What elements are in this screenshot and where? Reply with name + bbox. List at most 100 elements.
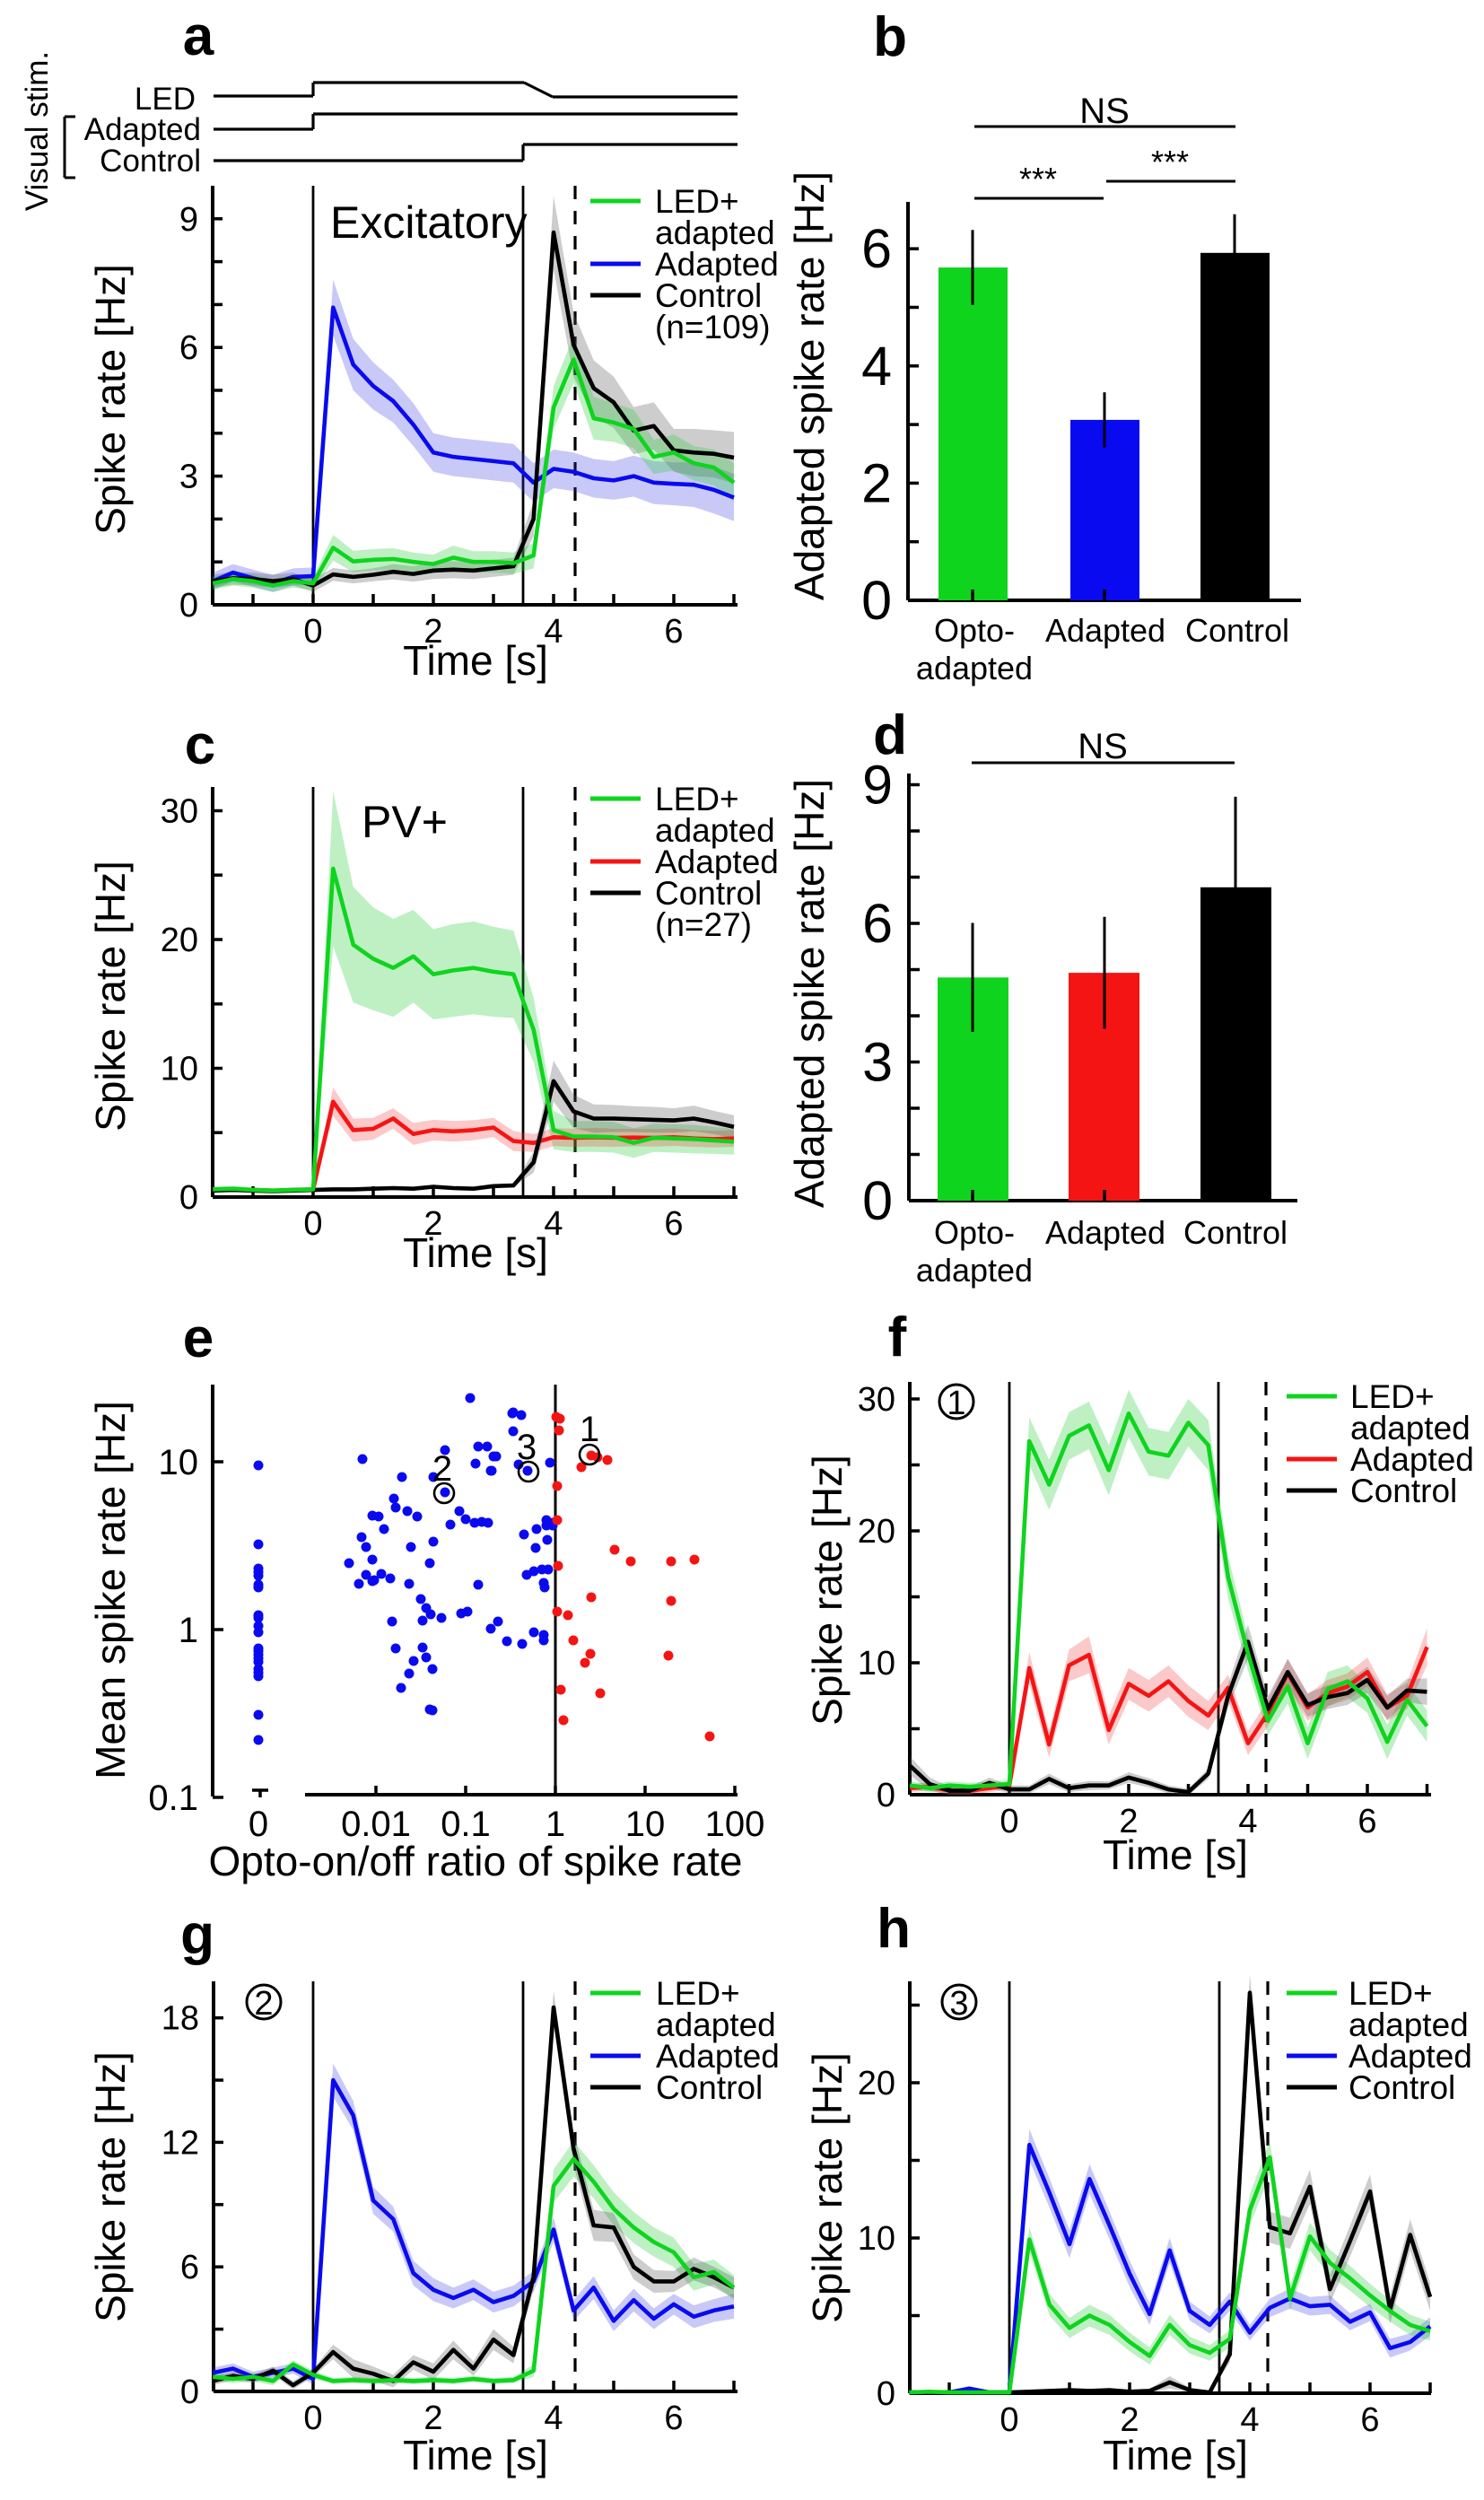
- svg-text:4: 4: [1238, 1803, 1257, 1840]
- svg-text:6: 6: [861, 218, 892, 279]
- svg-text:adapted: adapted: [1350, 1410, 1471, 1447]
- svg-text:Adapted: Adapted: [1045, 612, 1165, 649]
- svg-text:Adapted spike rate [Hz]: Adapted spike rate [Hz]: [786, 779, 833, 1208]
- svg-text:Control: Control: [655, 875, 762, 912]
- svg-text:0: 0: [877, 2375, 895, 2413]
- svg-text:Adapted: Adapted: [655, 246, 779, 283]
- svg-text:Control: Control: [1183, 1214, 1288, 1251]
- svg-text:0: 0: [179, 587, 198, 625]
- svg-text:Spike rate [Hz]: Spike rate [Hz]: [804, 1455, 851, 1726]
- svg-text:20: 20: [858, 2065, 895, 2102]
- svg-text:Control: Control: [655, 277, 762, 314]
- svg-text:0: 0: [861, 570, 892, 631]
- svg-text:LED+: LED+: [656, 1975, 740, 2012]
- svg-text:1: 1: [546, 1805, 565, 1844]
- svg-text:***: ***: [1019, 161, 1057, 197]
- svg-text:1: 1: [580, 1410, 599, 1449]
- svg-text:Time [s]: Time [s]: [403, 1229, 548, 1276]
- svg-text:PV+: PV+: [362, 797, 448, 847]
- svg-text:Adapted: Adapted: [655, 844, 779, 880]
- svg-text:Opto-: Opto-: [934, 1214, 1015, 1251]
- svg-text:b: b: [873, 6, 907, 68]
- svg-text:Visual stim.: Visual stim.: [20, 51, 55, 211]
- svg-text:a: a: [183, 5, 214, 67]
- svg-text:Adapted: Adapted: [1045, 1214, 1165, 1251]
- svg-text:0: 0: [1000, 2401, 1018, 2439]
- svg-text:Time [s]: Time [s]: [403, 637, 548, 684]
- svg-text:3: 3: [862, 1032, 893, 1093]
- svg-text:6: 6: [862, 893, 893, 954]
- svg-text:6: 6: [1357, 1803, 1376, 1840]
- svg-text:2: 2: [423, 1205, 442, 1243]
- svg-text:Excitatory: Excitatory: [330, 197, 528, 248]
- svg-text:6: 6: [664, 1205, 683, 1243]
- svg-text:LED+: LED+: [1350, 1378, 1435, 1415]
- svg-text:10: 10: [858, 1645, 895, 1683]
- svg-text:6: 6: [179, 329, 198, 367]
- svg-text:0.01: 0.01: [341, 1805, 411, 1844]
- svg-text:9: 9: [862, 755, 893, 816]
- svg-text:c: c: [185, 714, 215, 776]
- svg-text:10: 10: [858, 2220, 895, 2258]
- svg-text:0.1: 0.1: [441, 1805, 491, 1844]
- svg-text:4: 4: [544, 2399, 563, 2437]
- svg-text:d: d: [873, 704, 907, 766]
- svg-text:10: 10: [161, 1051, 198, 1088]
- svg-text:30: 30: [161, 793, 198, 831]
- svg-text:9: 9: [179, 201, 198, 239]
- svg-text:Time [s]: Time [s]: [1103, 1831, 1248, 1878]
- svg-text:***: ***: [1151, 144, 1189, 180]
- svg-text:h: h: [877, 1898, 911, 1960]
- svg-text:10: 10: [159, 1443, 199, 1482]
- svg-text:20: 20: [858, 1513, 895, 1551]
- svg-text:3: 3: [949, 1985, 968, 2023]
- svg-text:30: 30: [858, 1381, 895, 1419]
- svg-text:1: 1: [947, 1385, 965, 1422]
- svg-text:2: 2: [432, 1449, 452, 1489]
- svg-text:0: 0: [862, 1170, 893, 1231]
- svg-text:Adapted: Adapted: [1350, 1441, 1474, 1478]
- svg-text:6: 6: [664, 613, 683, 651]
- svg-text:20: 20: [161, 922, 198, 959]
- svg-text:10: 10: [625, 1805, 666, 1844]
- svg-text:0: 0: [1000, 1803, 1018, 1840]
- svg-text:0: 0: [180, 2373, 199, 2411]
- svg-text:Control: Control: [1185, 612, 1289, 649]
- svg-text:Control: Control: [1350, 1473, 1457, 1509]
- svg-text:adapted: adapted: [655, 214, 775, 251]
- svg-text:Spike rate [Hz]: Spike rate [Hz]: [87, 2051, 134, 2322]
- svg-text:NS: NS: [1079, 92, 1130, 131]
- svg-text:4: 4: [544, 1205, 563, 1243]
- svg-text:3: 3: [517, 1428, 537, 1467]
- svg-text:4: 4: [861, 336, 892, 397]
- svg-text:LED+: LED+: [655, 183, 739, 220]
- svg-text:adapted: adapted: [655, 812, 775, 849]
- svg-text:2: 2: [1120, 2401, 1139, 2439]
- svg-text:2: 2: [1119, 1803, 1138, 1840]
- svg-text:0.1: 0.1: [148, 1779, 198, 1818]
- svg-text:g: g: [180, 1904, 214, 1966]
- svg-text:0: 0: [249, 1805, 268, 1844]
- svg-text:LED+: LED+: [655, 781, 739, 817]
- svg-text:Time [s]: Time [s]: [403, 2432, 548, 2478]
- svg-text:Adapted: Adapted: [656, 2038, 780, 2075]
- svg-text:Mean spike rate [Hz]: Mean spike rate [Hz]: [87, 1401, 134, 1779]
- svg-text:NS: NS: [1078, 727, 1128, 766]
- svg-text:adapted: adapted: [916, 1252, 1033, 1289]
- svg-text:adapted: adapted: [1349, 2006, 1469, 2043]
- svg-text:LED+: LED+: [1349, 1975, 1433, 2012]
- svg-text:6: 6: [180, 2249, 199, 2286]
- svg-text:f: f: [888, 1307, 907, 1368]
- svg-text:12: 12: [161, 2124, 199, 2162]
- svg-text:2: 2: [423, 2399, 442, 2437]
- svg-text:100: 100: [705, 1805, 765, 1844]
- svg-text:6: 6: [1360, 2401, 1379, 2439]
- svg-text:Opto-: Opto-: [934, 612, 1015, 649]
- svg-text:Control: Control: [656, 2069, 763, 2106]
- svg-text:0: 0: [303, 613, 322, 651]
- svg-text:18: 18: [161, 2000, 199, 2038]
- svg-text:2: 2: [423, 613, 442, 651]
- svg-text:3: 3: [179, 459, 198, 496]
- svg-text:0: 0: [303, 1205, 322, 1243]
- svg-text:1: 1: [179, 1611, 198, 1650]
